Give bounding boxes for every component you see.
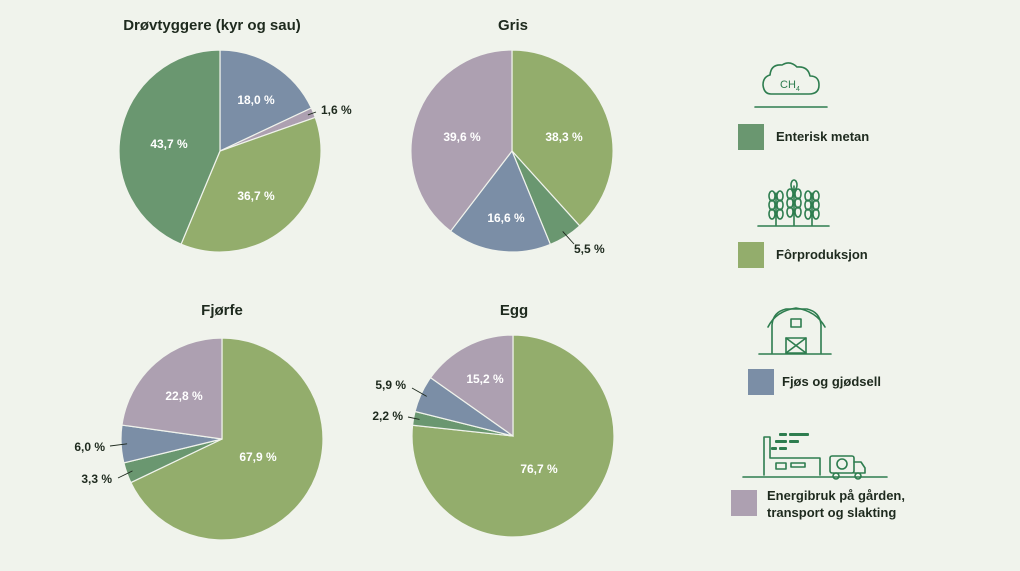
slice-label: 3,3 % bbox=[81, 472, 112, 486]
legend-label-energibruk-line-1: Energibruk på gården, bbox=[767, 488, 905, 503]
pie-chart-fjorfe: 67,9 % 3,3 % 6,0 % 22,8 % Fjørfe bbox=[74, 302, 324, 541]
pie-slice-enterisk-metan bbox=[118, 49, 221, 245]
legend-swatch-enterisk-metan bbox=[738, 124, 764, 150]
pie-slice-energibruk bbox=[410, 49, 513, 233]
chart-title: Gris bbox=[498, 17, 528, 34]
legend-label-forproduksjon: Fôrproduksjon bbox=[776, 247, 868, 262]
chart-title: Fjørfe bbox=[201, 302, 243, 319]
legend-swatch-fjos-gjodsel bbox=[748, 369, 774, 395]
slice-leader-line bbox=[411, 387, 427, 397]
slice-label: 5,9 % bbox=[375, 378, 406, 392]
pie-chart-drovtyggere: 18,0 % 1,6 % 36,7 % 43,7 % Drøvtyggere (kyr … bbox=[118, 17, 352, 253]
slice-leader-line bbox=[117, 470, 133, 479]
pie-slice-forproduksjon bbox=[130, 337, 324, 541]
slice-leader-line bbox=[562, 231, 575, 245]
pie-slice-fjos-gjodsel bbox=[219, 49, 313, 152]
barn-icon bbox=[758, 307, 832, 355]
slice-label: 18,0 % bbox=[237, 93, 275, 107]
slice-label: 36,7 % bbox=[237, 189, 275, 203]
legend-label-energibruk-line-2: transport og slakting bbox=[767, 505, 896, 520]
slice-label: 43,7 % bbox=[150, 137, 188, 151]
slice-label: 39,6 % bbox=[443, 130, 481, 144]
slice-label: 15,2 % bbox=[466, 372, 504, 386]
legend-label-fjos-gjodsel: Fjøs og gjødsell bbox=[782, 374, 881, 389]
slice-label: 67,9 % bbox=[239, 450, 277, 464]
slice-label: 1,6 % bbox=[321, 103, 352, 117]
legend: CH 4 Enterisk metan bbox=[731, 62, 905, 520]
slice-label: 16,6 % bbox=[487, 211, 525, 225]
chart-title: Drøvtyggere (kyr og sau) bbox=[123, 17, 301, 34]
wheat-icon bbox=[757, 179, 830, 227]
legend-swatch-energibruk bbox=[731, 490, 757, 516]
pie-chart-egg: 76,7 % 2,2 % 5,9 % 15,2 % Egg bbox=[372, 302, 615, 538]
slice-label: 5,5 % bbox=[574, 242, 605, 256]
slice-label: 38,3 % bbox=[545, 130, 583, 144]
ch4-text: CH bbox=[780, 79, 796, 91]
pie-slice-forproduksjon bbox=[180, 116, 322, 253]
factory-truck-icon bbox=[742, 433, 888, 480]
pie-chart-gris: 38,3 % 5,5 % 16,6 % 39,6 % Gris bbox=[410, 17, 614, 256]
pie-slice-forproduksjon bbox=[511, 49, 614, 227]
slice-leader-line bbox=[307, 111, 317, 116]
chart-title: Egg bbox=[500, 302, 528, 319]
cloud-ch4-icon: CH 4 bbox=[754, 62, 828, 108]
slice-label: 22,8 % bbox=[165, 389, 203, 403]
slice-label: 2,2 % bbox=[372, 409, 403, 423]
slice-label: 76,7 % bbox=[520, 462, 558, 476]
ch4-subscript: 4 bbox=[796, 86, 800, 93]
slice-label: 6,0 % bbox=[74, 440, 105, 454]
slice-leader-line bbox=[109, 443, 128, 447]
legend-label-enterisk-metan: Enterisk metan bbox=[776, 129, 869, 144]
slice-leader-line bbox=[407, 416, 420, 420]
legend-swatch-forproduksjon bbox=[738, 242, 764, 268]
pie-slice-energibruk bbox=[429, 334, 514, 438]
pie-slice-fjos-gjodsel bbox=[449, 149, 552, 253]
pie-slice-energibruk bbox=[121, 337, 223, 440]
